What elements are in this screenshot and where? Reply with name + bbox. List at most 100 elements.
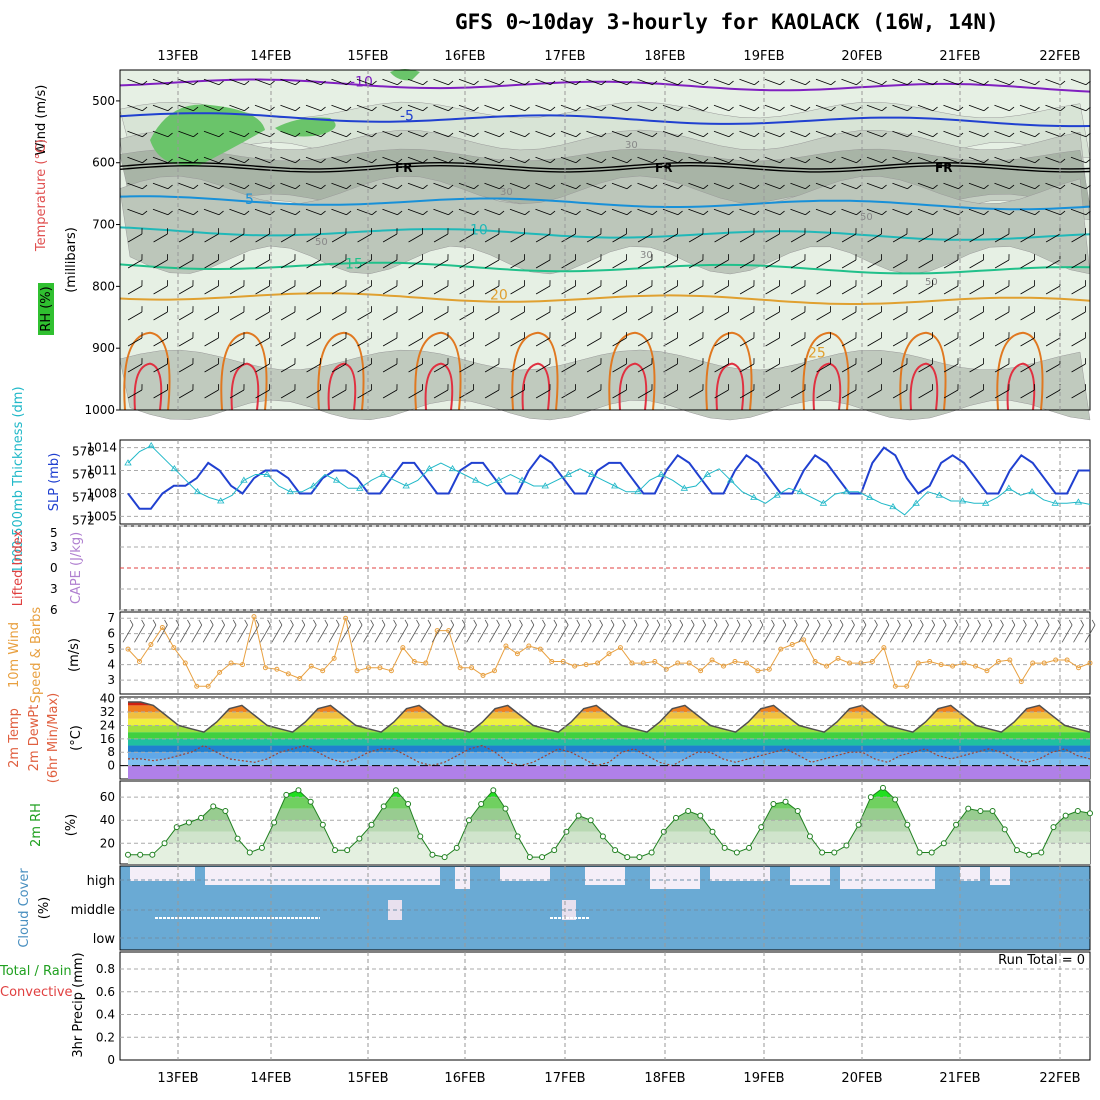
wind-barb	[612, 228, 627, 243]
wind-barb	[714, 332, 729, 347]
slp-tick-label: 1014	[86, 441, 117, 455]
wind10m-point	[262, 665, 268, 671]
rh-band	[128, 843, 1090, 864]
rh-tick-label: 60	[100, 790, 115, 804]
wind-barb	[484, 78, 505, 86]
wind-barb	[892, 384, 908, 399]
wind10m-barb	[202, 619, 214, 643]
date-label-bottom: 19FEB	[743, 1071, 784, 1086]
wind-barb	[867, 384, 882, 399]
wind10m-point	[972, 663, 978, 669]
thickness-marker	[866, 493, 874, 500]
wind-barb	[918, 384, 933, 399]
wind-barb	[408, 228, 423, 243]
wind-barb	[688, 104, 709, 112]
wind10m-point	[686, 660, 692, 666]
thickness-marker	[912, 499, 920, 506]
wind-barb	[815, 156, 836, 164]
rh-point	[672, 814, 679, 821]
rh-patch-90	[275, 117, 336, 137]
rh-point	[1013, 847, 1020, 854]
wind10m-barb	[134, 619, 145, 643]
wind-barb	[458, 104, 479, 112]
rh-point	[283, 791, 290, 798]
wind-barb	[458, 208, 479, 216]
wind-barb	[459, 306, 474, 321]
wind-barb	[357, 384, 372, 399]
wind-barb	[178, 130, 199, 138]
wind10m-point	[537, 646, 543, 652]
wind-barb	[663, 332, 678, 347]
date-label-top: 16FEB	[444, 49, 485, 64]
wind-barb	[127, 306, 143, 321]
wind-barb	[714, 254, 729, 269]
wind10m-point	[1076, 665, 1082, 671]
wind-barb	[739, 130, 760, 138]
rh-point	[149, 851, 156, 858]
rh-point	[185, 819, 192, 826]
wind-barb	[178, 384, 194, 399]
wind-barb	[280, 130, 301, 138]
wind-barb	[739, 384, 755, 399]
wind-barb	[407, 156, 428, 164]
rh-point	[697, 812, 704, 819]
wind10m-barb	[729, 619, 741, 643]
wind-barb	[229, 208, 250, 216]
wind-barb	[127, 156, 148, 164]
wind-barb	[178, 156, 199, 164]
precip-tick-label: 0.2	[96, 1030, 115, 1044]
wind10m-point	[778, 646, 784, 652]
wind-barb	[969, 384, 984, 399]
thickness-marker	[518, 476, 526, 483]
wind10m-point	[640, 660, 646, 666]
temperature-band	[128, 745, 1090, 753]
wind-barb	[356, 156, 377, 164]
wind-barb	[739, 208, 760, 216]
wind-barb	[535, 182, 556, 190]
wind-barb	[535, 306, 551, 321]
wind-barb	[152, 182, 173, 190]
wind10m-barb	[1027, 619, 1039, 643]
thickness-marker	[263, 470, 271, 477]
wind-barb	[356, 208, 377, 216]
rh-point	[405, 801, 412, 808]
wind-barb	[433, 130, 454, 138]
isotherm-25-loop	[317, 331, 365, 411]
wind-barb	[561, 358, 576, 373]
rh-point	[746, 844, 753, 851]
thickness-marker	[935, 491, 944, 498]
wind-barb	[688, 332, 704, 347]
isotherm-label: 15	[345, 257, 363, 273]
wind-barb	[153, 306, 168, 321]
wind-barb	[484, 156, 505, 164]
wind10m-point	[721, 663, 727, 669]
wind-barb	[841, 306, 857, 321]
isotherm-30-loop	[133, 362, 163, 411]
wind-barb	[484, 280, 500, 295]
rh-legend-swatch	[38, 283, 54, 335]
rh-point	[502, 805, 509, 812]
wind-barb	[357, 306, 372, 321]
wind10m-barb	[878, 619, 890, 643]
wind-barb	[510, 228, 525, 243]
wind-barb	[561, 280, 576, 295]
wind-barb	[994, 182, 1015, 190]
wind10m-point	[847, 660, 852, 666]
slp-tick-label: 1008	[86, 486, 117, 500]
wind-barb	[484, 228, 500, 243]
wind-barb	[764, 78, 785, 86]
rh-patch-90	[150, 104, 265, 166]
rh-point	[539, 854, 546, 861]
wind-barb	[280, 280, 296, 295]
thickness-marker	[147, 441, 155, 449]
wind10m-barb	[775, 619, 787, 643]
wind-barb	[203, 130, 224, 138]
wind-barb	[535, 384, 551, 399]
cloud-unit-label: (%)	[37, 897, 52, 920]
wind-barb	[204, 306, 219, 321]
precip-tick-label: 0.6	[96, 985, 115, 999]
cloud-level-label: middle	[71, 903, 115, 918]
wind-barb	[841, 130, 862, 138]
wind10m-barb	[695, 619, 706, 643]
wind-barb	[918, 254, 933, 269]
